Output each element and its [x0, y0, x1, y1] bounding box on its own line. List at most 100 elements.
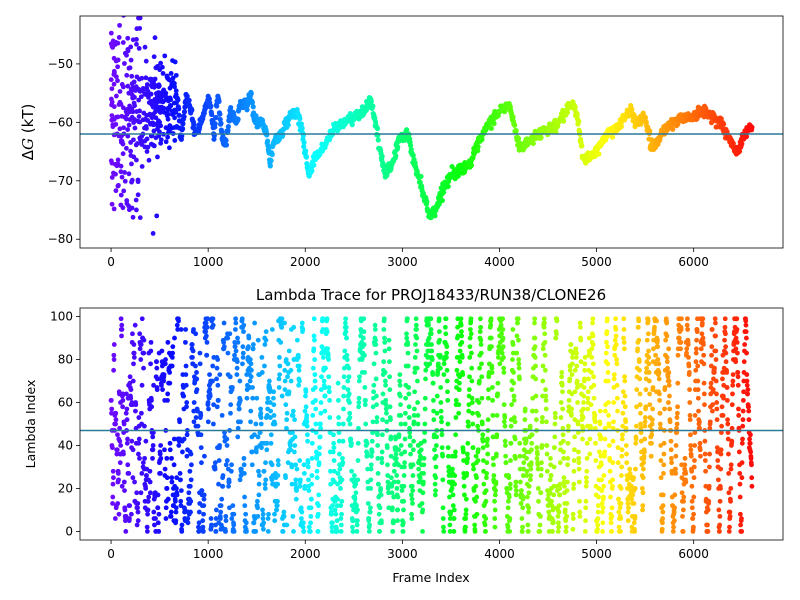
- lambda-point: [469, 365, 475, 371]
- lambda-point: [184, 404, 189, 410]
- lambda-point: [585, 406, 591, 412]
- lambda-point: [204, 352, 210, 358]
- lambda-point: [514, 333, 520, 339]
- lambda-point: [571, 458, 577, 463]
- lambda-point: [170, 350, 175, 356]
- lambda-point: [338, 503, 344, 509]
- delta-g-axes-frame: [79, 15, 784, 249]
- lambda-point: [635, 346, 641, 352]
- lambda-point: [405, 350, 411, 356]
- lambda-point: [409, 516, 415, 521]
- lambda-point: [382, 348, 388, 354]
- lambda-point: [306, 524, 312, 530]
- lambda-point: [220, 483, 226, 489]
- lambda-point: [745, 391, 751, 397]
- lambda-point: [664, 333, 670, 339]
- lambda-point: [656, 370, 662, 375]
- delta-g-point: [720, 121, 727, 127]
- delta-g-point: [147, 76, 153, 82]
- lambda-point: [593, 458, 599, 463]
- lambda-point: [117, 460, 123, 466]
- lambda-point: [698, 453, 703, 459]
- lambda-point: [572, 447, 577, 453]
- lambda-point: [254, 395, 260, 401]
- lambda-point: [281, 513, 287, 519]
- lambda-point: [240, 355, 246, 360]
- lambda-point: [619, 447, 625, 453]
- lambda-point: [511, 415, 517, 420]
- delta-g-point: [574, 112, 580, 118]
- lambda-point: [543, 397, 549, 403]
- lambda-point: [356, 395, 362, 401]
- lambda-point: [747, 436, 752, 442]
- lambda-point: [268, 408, 274, 414]
- lambda-point: [668, 455, 674, 461]
- lambda-point: [165, 397, 170, 403]
- lambda-point: [516, 361, 522, 367]
- lambda-point: [462, 529, 468, 534]
- lambda-point: [235, 434, 241, 440]
- y-tick-label: −50: [48, 57, 73, 71]
- delta-g-point: [109, 102, 115, 108]
- delta-g-point: [157, 129, 162, 135]
- delta-g-point: [165, 134, 171, 140]
- lambda-point: [185, 520, 191, 526]
- delta-g-point: [150, 120, 156, 126]
- lambda-point: [680, 529, 686, 534]
- lambda-point: [355, 440, 361, 446]
- lambda-point: [511, 393, 517, 399]
- lambda-point: [577, 509, 583, 515]
- lambda-point: [463, 496, 469, 502]
- lambda-point: [376, 511, 382, 517]
- lambda-point: [707, 464, 712, 470]
- lambda-point: [556, 503, 562, 509]
- lambda-point: [519, 516, 525, 521]
- lambda-point: [740, 408, 746, 414]
- lambda-point: [131, 355, 137, 360]
- lambda-point: [263, 477, 269, 483]
- delta-g-point: [468, 162, 475, 169]
- delta-g-point: [147, 111, 153, 117]
- lambda-point: [726, 471, 732, 476]
- lambda-point: [687, 387, 692, 393]
- delta-g-point: [718, 116, 724, 122]
- delta-g-point: [670, 126, 676, 132]
- lambda-point: [201, 511, 206, 517]
- delta-g-point: [395, 144, 401, 150]
- lambda-point: [597, 421, 603, 427]
- lambda-point: [467, 344, 473, 350]
- lambda-point: [398, 413, 404, 418]
- lambda-point: [535, 451, 540, 457]
- lambda-point: [420, 529, 425, 534]
- lambda-point: [697, 447, 703, 453]
- lambda-point: [119, 322, 125, 328]
- delta-g-point: [139, 133, 145, 139]
- delta-g-point: [134, 207, 139, 213]
- lambda-point: [515, 316, 521, 322]
- lambda-point: [405, 342, 411, 347]
- lambda-point: [117, 438, 123, 444]
- delta-g-point: [131, 137, 136, 143]
- lambda-point: [484, 471, 490, 476]
- lambda-point: [485, 417, 491, 423]
- lambda-point: [452, 473, 458, 478]
- lambda-point: [605, 400, 611, 405]
- lambda-point: [484, 460, 490, 466]
- lambda-point: [311, 333, 317, 339]
- lambda-point: [601, 494, 606, 500]
- lambda-point: [147, 490, 153, 496]
- lambda-point: [492, 507, 498, 513]
- delta-g-point: [349, 122, 355, 128]
- lambda-point: [532, 344, 538, 350]
- lambda-point: [283, 475, 288, 481]
- lambda-point: [610, 477, 616, 483]
- lambda-point: [255, 337, 261, 343]
- lambda-point: [701, 361, 707, 367]
- lambda-point: [234, 365, 240, 371]
- y-tick-label: 100: [50, 310, 73, 324]
- lambda-point: [405, 363, 411, 369]
- lambda-point: [186, 490, 192, 496]
- lambda-point: [382, 339, 388, 345]
- lambda-point: [337, 451, 342, 457]
- lambda-point: [464, 471, 470, 476]
